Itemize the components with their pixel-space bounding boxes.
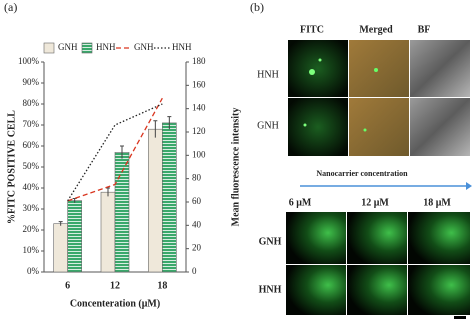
y-tick-label: 0% [27,266,40,276]
bar [67,200,82,273]
row-label: GNH [259,236,282,247]
y-tick-label: 60% [23,140,40,150]
legend-swatch [81,42,93,54]
y2-tick-label: 140 [192,103,206,113]
image-grid [286,212,470,315]
y-tick-label: 30% [23,203,40,213]
y-tick-label: 20% [23,224,40,234]
y-tick-label: 40% [23,182,40,192]
spot [374,68,378,72]
y2-axis-title: Mean fluorescence intensity [230,108,241,227]
image [286,265,346,315]
y-axis-title: %FITC POSITIVE CELL [6,110,17,224]
error-bar [153,120,158,138]
y-tick-label: 90% [23,77,40,87]
y2-tick-label: 60 [192,196,202,206]
column-header: FITC [300,24,324,35]
line [67,97,163,202]
scale-bar [454,316,466,319]
row-label: HNH [257,69,279,80]
y-tick-label: 10% [23,245,40,255]
image [410,98,470,156]
y2-tick-label: 20 [192,243,202,253]
y-tick-label: 100% [18,56,40,66]
legend-swatch [43,42,55,54]
bar [162,122,177,273]
y2-tick-label: 80 [192,173,202,183]
error-bar [167,116,172,130]
error-bar [120,145,124,159]
x-tick-label: 6 [65,280,70,291]
spot [318,58,322,62]
panel-label: (a) [4,0,17,14]
chart: 0% 10% 20% 30% 40% 50% 60% 70% 80% 90% 100% 0 20 40 60… [6,42,241,309]
image [349,98,409,156]
legend-label: GNH [58,42,78,52]
error-bar [58,221,63,226]
column-header: BF [418,24,431,35]
y2-tick-label: 100 [192,149,206,159]
caption: Nanocarrier concentration [316,169,408,178]
microscopy-panel: FITC Merged BF HNH GNH Nanocarrier conce… [257,24,472,319]
column-header: Merged [359,24,393,35]
y-tick-label: 80% [23,98,40,108]
y-tick-label: 50% [23,161,40,171]
image [286,212,346,264]
row-label: HNH [259,284,282,295]
column-header: 6 μM [289,197,312,208]
spot [309,69,315,75]
image [349,40,409,97]
x-tick-label: 18 [157,280,167,291]
y2-tick-label: 0 [192,266,197,276]
y2-tick-label: 180 [192,56,206,66]
y-tick-label: 70% [23,119,40,129]
image [408,265,470,315]
bar [100,191,116,273]
y2-tick-label: 120 [192,126,206,136]
x-tick-label: 12 [110,280,120,291]
legend-label: GNH [134,42,154,52]
image [347,265,407,315]
x-axis-title: Concenteration (μM) [70,298,160,309]
y2-tick-label: 160 [192,79,206,89]
spot [363,128,367,132]
panel-label: (b) [250,0,264,14]
bar [53,223,68,273]
image [288,40,348,97]
arrow-head [466,182,472,190]
image [408,212,470,264]
spot [303,123,307,127]
column-header: 12 μM [361,197,389,208]
legend-label: HNH [96,42,116,52]
image [347,212,407,264]
image-grid [288,40,470,156]
legend-label: HNH [172,42,192,52]
bar [148,128,163,273]
bar [114,152,130,273]
image [288,98,348,156]
row-label: GNH [257,120,279,131]
y2-tick-label: 40 [192,219,202,229]
line [67,103,163,202]
image [410,40,470,97]
column-header: 18 μM [423,197,451,208]
